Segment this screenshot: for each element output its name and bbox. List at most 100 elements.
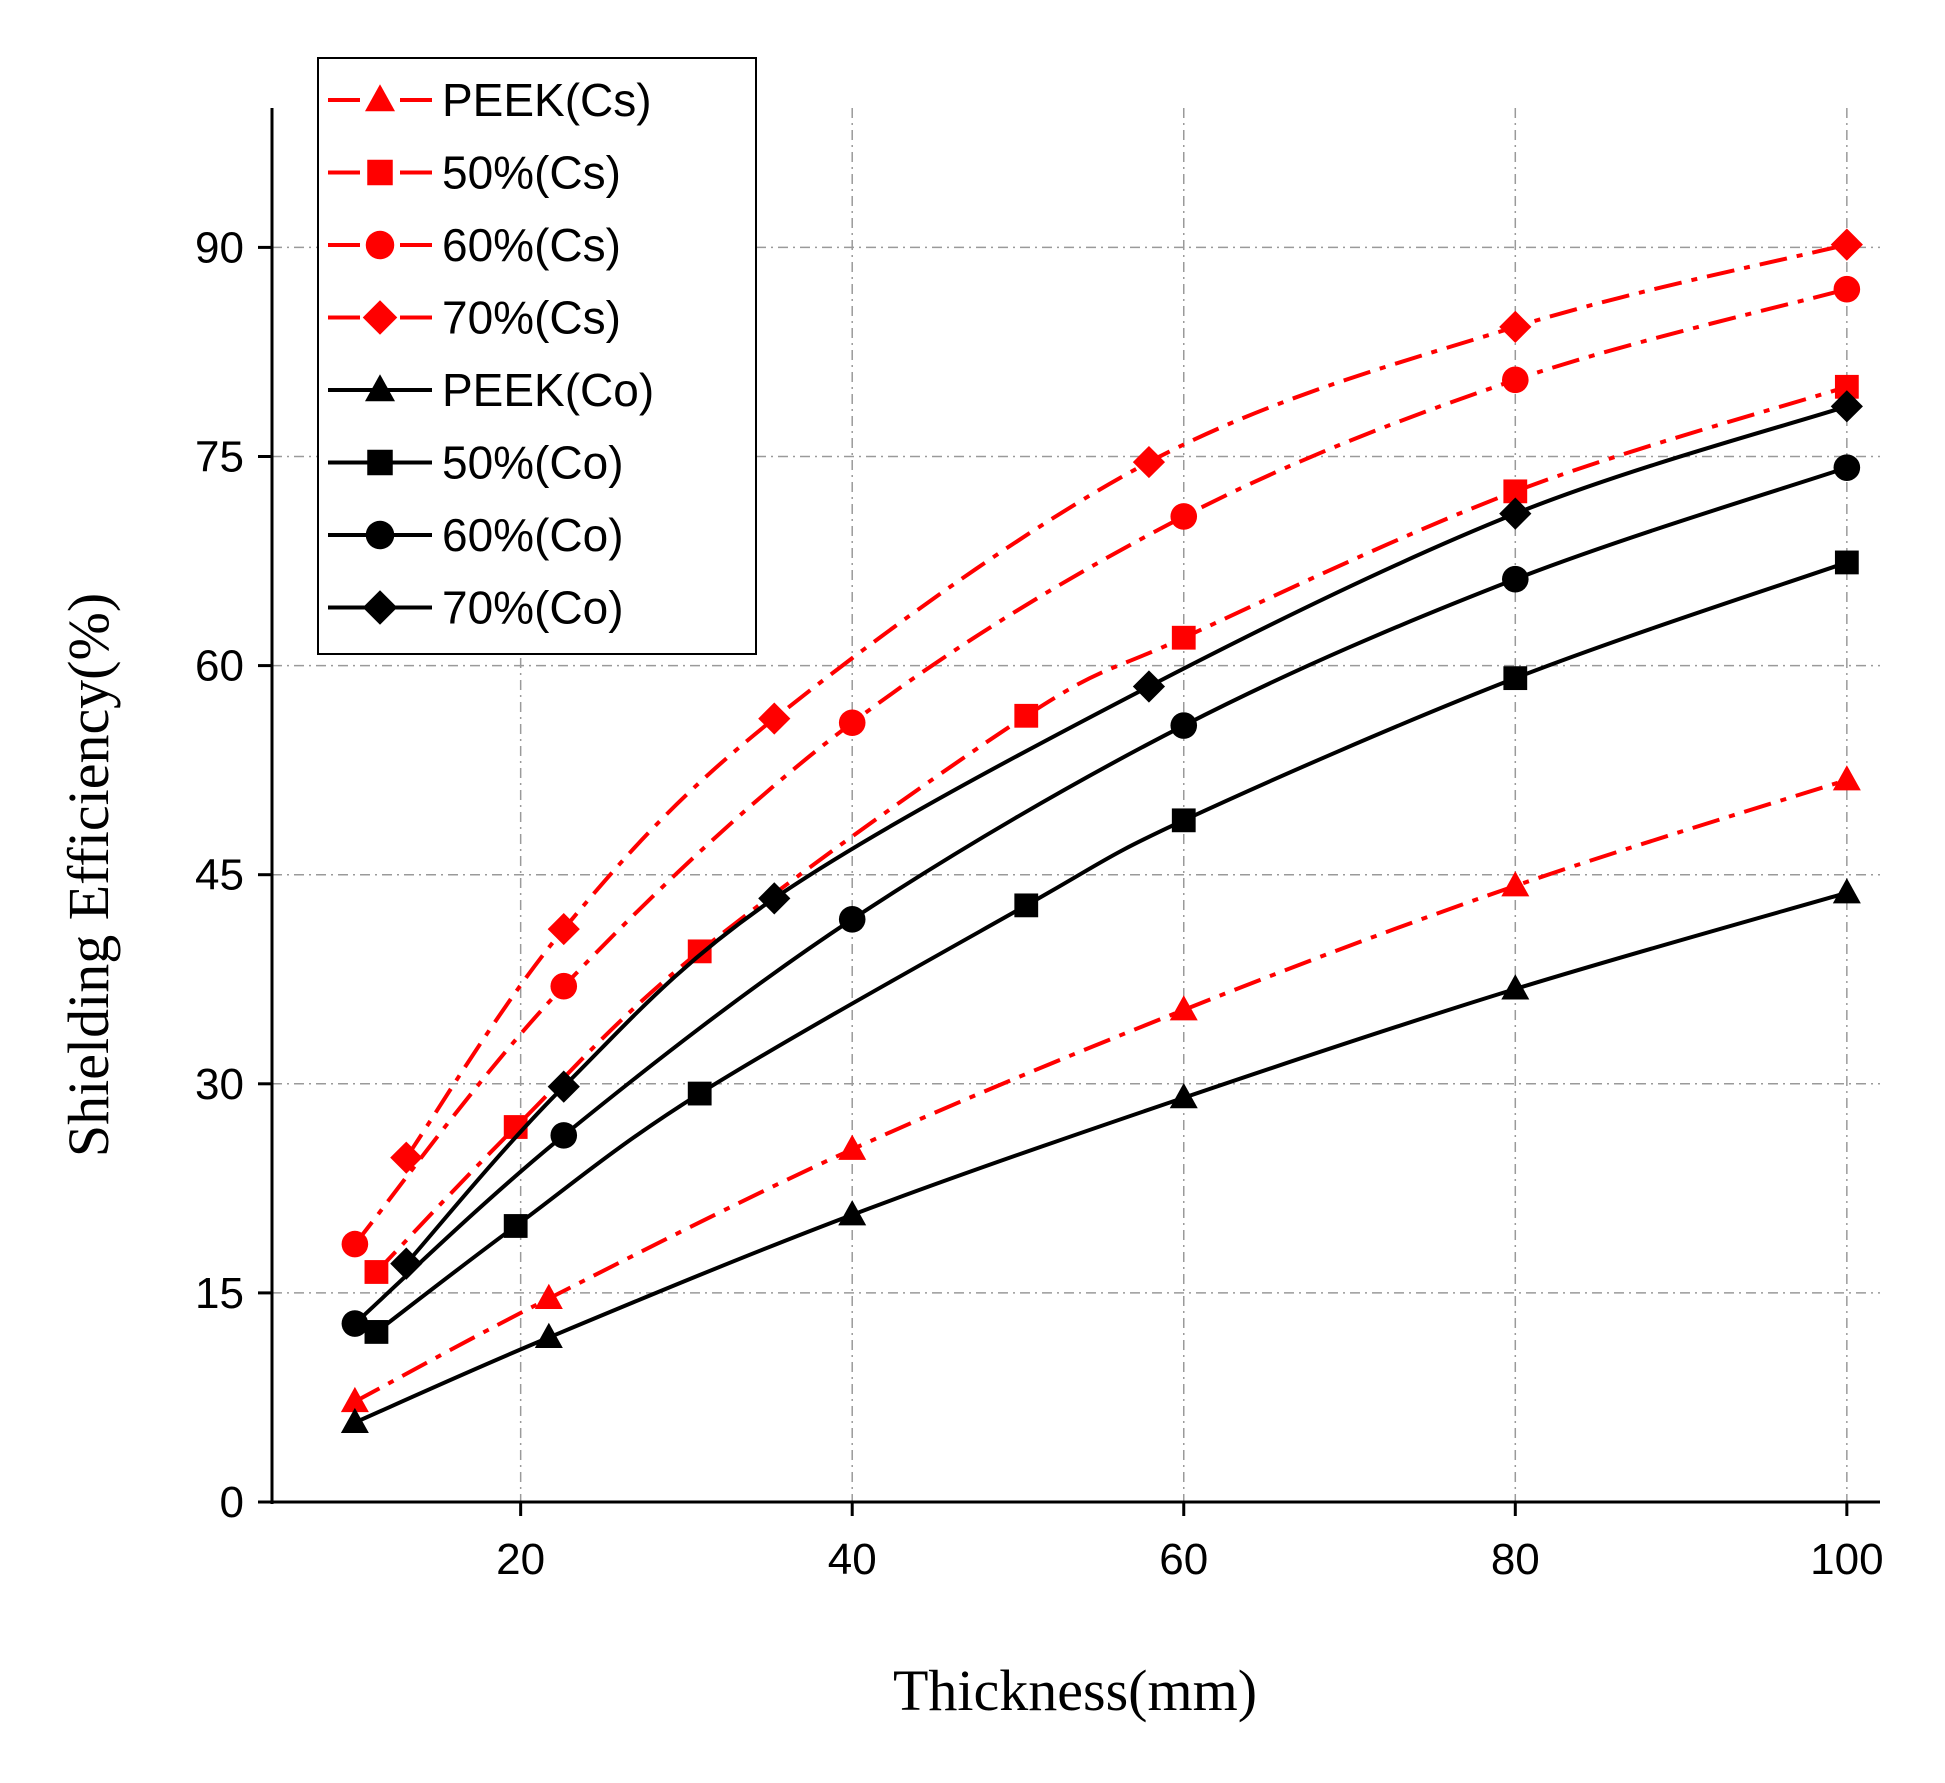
y-tick-label: 75 [195, 433, 244, 482]
data-point-50-cs [364, 1260, 389, 1284]
data-point-60-cs [838, 709, 866, 737]
data-point-70-cs [547, 912, 580, 946]
data-point-peek-co [838, 1200, 867, 1226]
x-tick-label: 60 [1159, 1535, 1208, 1584]
legend-item: 70%(Co) [328, 582, 624, 634]
data-point-60-co [1501, 565, 1529, 593]
legend: PEEK(Cs) 50%(Cs) 60%(Cs) 70%(Cs) PEEK(Co) 50%… [317, 57, 757, 655]
y-tick-label: 45 [195, 851, 244, 900]
legend-item: PEEK(Co) [328, 364, 654, 416]
legend-label: 50%(Co) [442, 437, 624, 489]
legend-item: 70%(Cs) [328, 292, 621, 344]
data-point-peek-cs [838, 1134, 867, 1160]
data-point-60-co [550, 1122, 578, 1149]
y-tick-label: 90 [195, 223, 244, 272]
series-50-cs [364, 374, 1859, 1284]
data-point-60-co [341, 1310, 369, 1337]
series-70-co [390, 390, 1863, 1280]
x-tick-label: 20 [496, 1535, 545, 1584]
series-line-peek-cs [353, 778, 1848, 1404]
tick-labels: 20 40 60 80 100 0 15 30 45 60 75 90 [195, 223, 1884, 1584]
data-point-50-co [1014, 893, 1039, 918]
data-point-50-cs [1014, 703, 1039, 728]
legend-marker [365, 374, 395, 402]
data-point-70-cs [758, 702, 791, 735]
legend-label: PEEK(Co) [442, 364, 654, 416]
legend-item: 60%(Co) [328, 509, 624, 561]
data-point-70-co [547, 1070, 580, 1103]
data-point-60-cs [1833, 275, 1861, 303]
series-peek-cs [340, 765, 1861, 1413]
data-point-50-cs [1834, 374, 1859, 399]
series-line-50-cs [374, 384, 1848, 1274]
legend-label: 60%(Cs) [442, 219, 621, 271]
data-point-50-cs [1503, 479, 1528, 504]
legend-item: 50%(Cs) [328, 147, 621, 199]
series-70-cs [390, 228, 1863, 1174]
data-point-60-cs [1170, 503, 1198, 530]
data-point-50-co [1834, 550, 1859, 575]
axes [258, 108, 1880, 1516]
y-tick-label: 15 [195, 1269, 244, 1318]
data-point-peek-co [1501, 974, 1530, 1000]
data-point-peek-cs [340, 1386, 369, 1413]
legend-item: 50%(Co) [328, 437, 624, 489]
y-tick-label: 30 [195, 1060, 244, 1109]
data-point-70-cs [1499, 310, 1532, 343]
data-point-60-co [838, 906, 866, 933]
data-point-50-co [687, 1081, 712, 1106]
x-axis-title: Thickness(mm) [893, 1658, 1257, 1723]
legend-marker [365, 84, 395, 112]
series-peek-co [340, 878, 1861, 1434]
legend-marker [367, 159, 393, 186]
legend-marker [362, 300, 398, 335]
series-60-cs [341, 275, 1861, 1258]
y-axis-title: Shielding Efficiency(%) [56, 593, 121, 1157]
data-point-60-cs [550, 972, 578, 1000]
y-tick-label: 0 [220, 1478, 244, 1527]
series-line-peek-co [354, 890, 1848, 1425]
data-point-70-cs [1830, 228, 1863, 261]
data-point-60-co [1833, 454, 1861, 481]
data-point-50-cs [687, 939, 712, 964]
data-point-peek-cs [1501, 871, 1530, 897]
data-point-peek-co [340, 1407, 369, 1434]
data-point-50-co [1503, 666, 1528, 691]
series-line-60-cs [353, 287, 1848, 1246]
legend-item: PEEK(Cs) [328, 74, 652, 126]
x-tick-label: 100 [1810, 1535, 1883, 1584]
legend-box [317, 57, 757, 655]
data-point-peek-cs [1832, 765, 1861, 791]
data-point-peek-co [1832, 878, 1861, 904]
legend-marker [367, 449, 393, 476]
x-tick-label: 80 [1491, 1535, 1540, 1584]
legend-marker [365, 520, 395, 550]
data-point-peek-cs [1169, 995, 1198, 1021]
data-point-peek-co [1169, 1083, 1198, 1109]
legend-marker [362, 590, 398, 625]
data-point-60-co [1170, 712, 1198, 739]
data-point-70-cs [1132, 445, 1166, 479]
legend-label: PEEK(Cs) [442, 74, 652, 126]
data-point-70-co [1830, 390, 1863, 423]
series-50-co [364, 550, 1859, 1344]
series-60-co [341, 454, 1861, 1337]
data-point-peek-co [534, 1322, 563, 1349]
series [340, 228, 1863, 1434]
legend-label: 70%(Cs) [442, 292, 621, 344]
legend-item: 60%(Cs) [328, 219, 621, 271]
data-point-70-co [1132, 670, 1166, 703]
legend-label: 50%(Cs) [442, 147, 621, 199]
data-point-70-co [1499, 497, 1532, 530]
data-point-50-cs [1171, 625, 1196, 650]
data-point-70-cs [390, 1141, 423, 1174]
data-point-50-co [503, 1214, 528, 1238]
legend-label: 70%(Co) [442, 582, 624, 634]
data-point-70-co [390, 1247, 423, 1280]
data-point-60-cs [341, 1230, 369, 1258]
legend-label: 60%(Co) [442, 509, 624, 561]
data-point-60-cs [1501, 366, 1529, 394]
data-point-50-co [364, 1320, 389, 1344]
data-point-70-co [758, 882, 791, 915]
